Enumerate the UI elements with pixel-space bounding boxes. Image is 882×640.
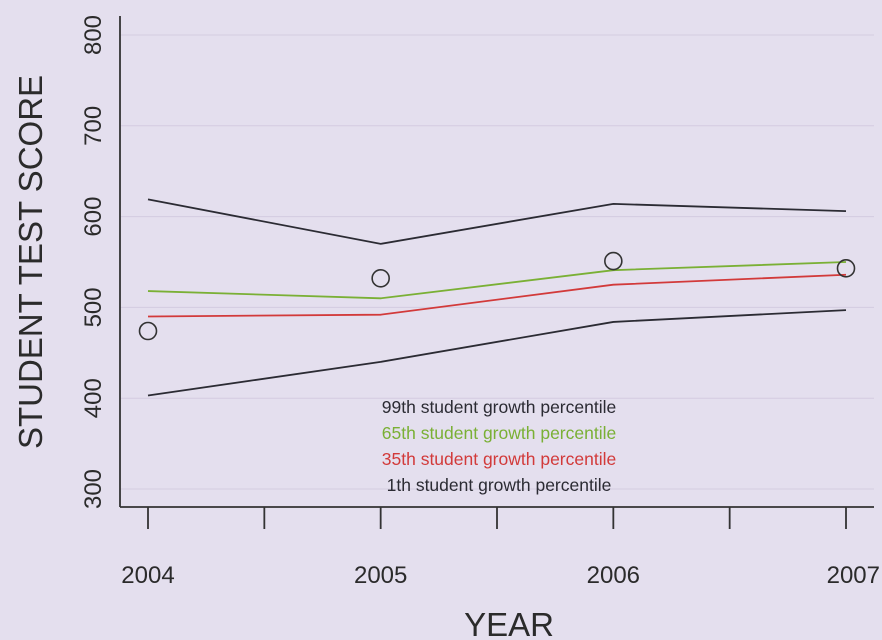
x-tick-label-2005: 2005: [354, 562, 407, 589]
x-tick-label-2004: 2004: [121, 562, 174, 589]
x-tick-label-2007: 2007: [827, 562, 880, 589]
series-lines: [147, 198, 847, 397]
y-tick-label-300: 300: [80, 469, 107, 509]
legend-entry-2: 35th student growth percentile: [382, 449, 616, 469]
axes: 300 400 500 600 700 800 2004 2005 2006 2007: [80, 15, 880, 589]
series-line-3: [147, 309, 847, 397]
grid-lines: [120, 34, 874, 490]
observed-score-points: [138, 251, 856, 341]
y-tick-label-400: 400: [80, 378, 107, 418]
legend: 99th student growth percentile 65th stude…: [382, 397, 616, 495]
observed-point-2005: [371, 269, 390, 288]
legend-entry-3: 1th student growth percentile: [387, 475, 612, 495]
legend-entry-0: 99th student growth percentile: [382, 397, 616, 417]
y-tick-label-700: 700: [80, 106, 107, 146]
x-tick-label-2006: 2006: [587, 562, 640, 589]
observed-point-2006: [604, 251, 623, 271]
series-line-2: [147, 273, 847, 318]
series-line-0: [147, 198, 847, 245]
legend-entry-1: 65th student growth percentile: [382, 423, 616, 443]
y-tick-label-500: 500: [80, 287, 107, 327]
series-line-1: [147, 261, 847, 300]
y-tick-label-600: 600: [80, 197, 107, 237]
y-tick-label-800: 800: [80, 15, 107, 55]
observed-point-2004: [138, 321, 158, 341]
observed-point-2007: [836, 259, 856, 278]
y-axis-title: STUDENT TEST SCORE: [12, 75, 49, 449]
x-axis-title: YEAR: [464, 606, 554, 640]
